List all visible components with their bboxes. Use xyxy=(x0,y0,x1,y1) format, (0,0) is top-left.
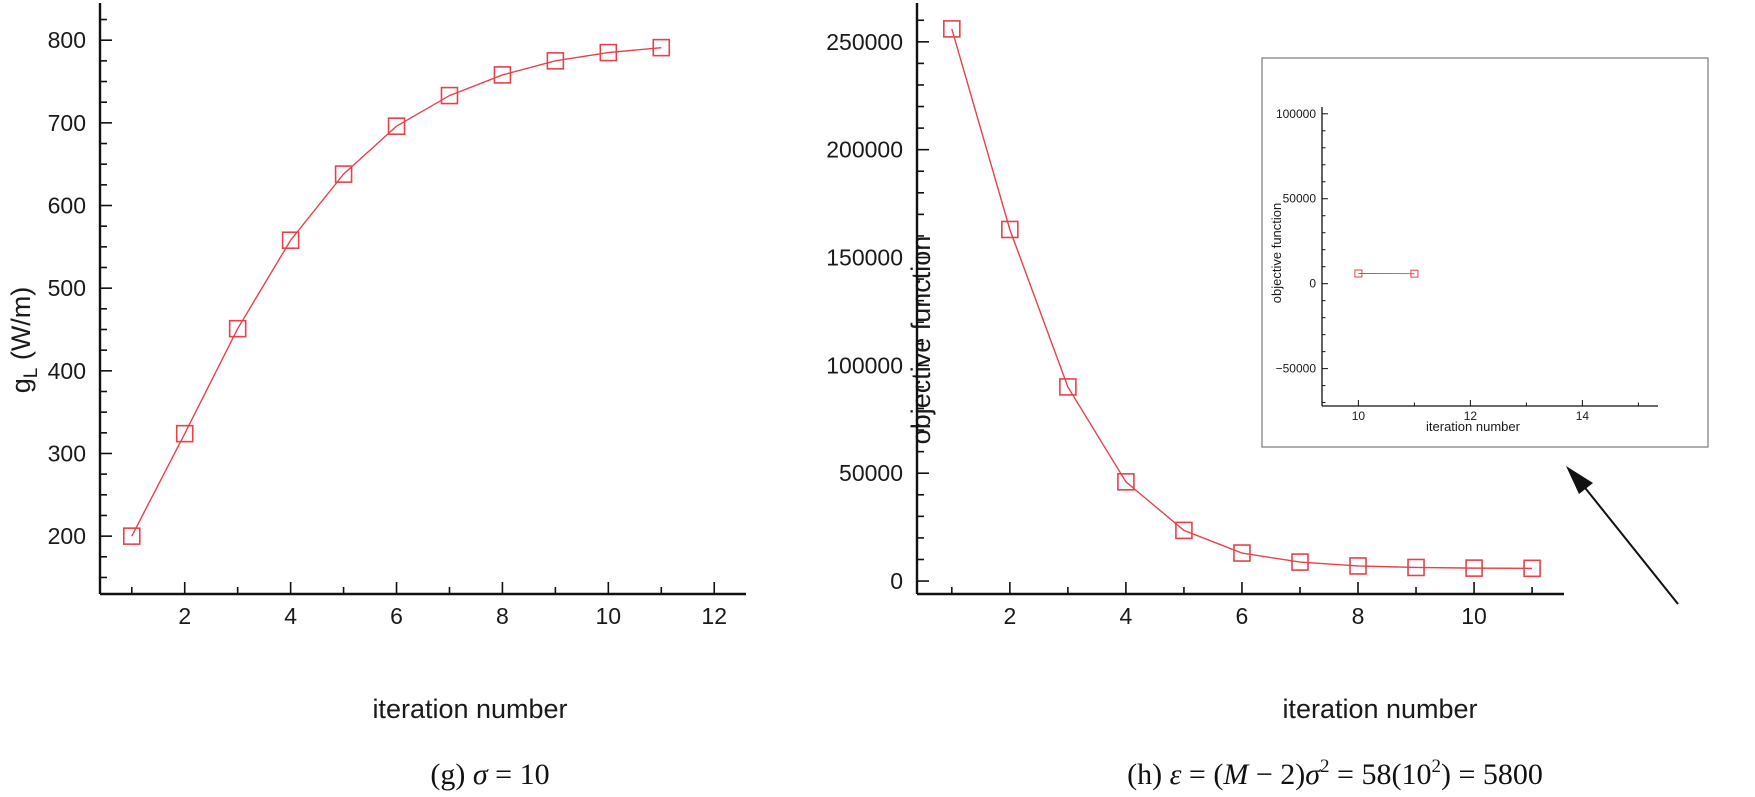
h-series-line xyxy=(951,28,1533,570)
g-x-tick-label: 6 xyxy=(390,603,403,629)
caption-part: 2 xyxy=(1431,756,1441,777)
inset-frame xyxy=(1261,57,1709,448)
g-y-tick-label: 600 xyxy=(48,193,86,219)
caption-part: = 58(10 xyxy=(1330,758,1432,791)
panel-h-chart: objective function iteration number 2 4 6 8… xyxy=(826,3,1564,724)
h-data-point xyxy=(1291,553,1309,571)
inset-y-tick-label: 0 xyxy=(1309,277,1316,291)
caption-part: − 2) xyxy=(1248,758,1305,791)
g-y-tick-label: 400 xyxy=(48,358,86,384)
g-y-tick-label: 500 xyxy=(48,275,86,301)
inset-y-tick-label: −50000 xyxy=(1276,362,1317,376)
g-data-point xyxy=(546,52,565,70)
h-x-tick-label: 8 xyxy=(1352,603,1365,629)
g-data-point xyxy=(440,86,459,105)
g-data-point xyxy=(122,527,141,545)
g-y-tick-label: 300 xyxy=(48,440,86,466)
g-y-axis-title: gL (W/m) xyxy=(6,287,42,394)
h-y-tick-label: 100000 xyxy=(826,352,903,378)
h-y-tick-label: 250000 xyxy=(826,29,903,55)
zoom-arrow-shaft xyxy=(1581,483,1679,605)
h-y-tick-label: 150000 xyxy=(826,245,903,271)
h-y-tick-label: 50000 xyxy=(839,460,903,486)
g-data-point xyxy=(281,231,300,250)
h-data-point xyxy=(1523,559,1541,578)
inset-data-point xyxy=(1354,269,1363,278)
h-data-point xyxy=(1001,220,1019,239)
inset-x-axis-title: iteration number xyxy=(1426,419,1521,434)
zoom-arrow xyxy=(1566,466,1679,605)
h-x-tick-label: 6 xyxy=(1236,603,1249,629)
h-data-point xyxy=(1465,559,1483,577)
h-data-point xyxy=(943,20,961,38)
panel-g-chart: gL (W/m) iteration number 2 4 6 8 10 12 200 300… xyxy=(6,3,746,724)
caption-part: = 10 xyxy=(488,758,550,791)
inset-data-point xyxy=(1410,269,1419,278)
panel-h-caption: (h) ε = (M − 2)σ2 = 58(102) = 5800 xyxy=(1127,756,1543,791)
zoom-arrow-head xyxy=(1566,466,1593,494)
caption-part: = ( xyxy=(1181,758,1223,791)
g-x-tick-label: 10 xyxy=(596,603,622,629)
h-y-tick-label: 200000 xyxy=(826,137,903,163)
h-data-point xyxy=(1059,378,1077,396)
h-y-tick-label: 0 xyxy=(890,568,903,594)
inset-chart: objective function iteration number 10 12… xyxy=(1261,57,1709,448)
caption-tag: (h) xyxy=(1127,758,1169,791)
g-y-tick-label: 800 xyxy=(48,27,86,53)
caption-part: σ xyxy=(473,758,489,791)
inset-y-tick-label: 100000 xyxy=(1276,107,1316,121)
g-data-point xyxy=(599,43,618,62)
caption-part: σ xyxy=(1305,758,1321,791)
g-data-point xyxy=(334,165,353,183)
g-x-tick-label: 2 xyxy=(178,603,191,629)
inset-x-tick-label: 12 xyxy=(1464,409,1478,423)
panel-g-caption: (g) σ = 10 xyxy=(430,758,549,791)
g-data-point xyxy=(175,424,194,443)
h-x-tick-label: 4 xyxy=(1119,603,1132,629)
h-x-tick-label: 10 xyxy=(1461,603,1487,629)
inset-y-axis-title: objective function xyxy=(1269,203,1284,303)
g-y-tick-label: 700 xyxy=(48,110,86,136)
g-series-line xyxy=(131,46,662,537)
caption-part: ) = 5800 xyxy=(1441,758,1543,791)
h-data-point xyxy=(1349,557,1367,575)
g-x-tick-label: 12 xyxy=(701,603,727,629)
caption-part: 2 xyxy=(1320,756,1330,777)
g-y-tick-label: 200 xyxy=(48,523,86,549)
h-x-axis-title: iteration number xyxy=(1282,694,1477,724)
caption-part: M xyxy=(1222,758,1250,791)
h-data-point xyxy=(1175,521,1193,540)
inset-y-tick-label: 50000 xyxy=(1283,192,1317,206)
g-x-tick-label: 8 xyxy=(496,603,509,629)
h-data-point xyxy=(1407,558,1425,577)
h-x-tick-label: 2 xyxy=(1003,603,1016,629)
inset-x-tick-label: 10 xyxy=(1352,409,1366,423)
h-data-point xyxy=(1233,544,1251,562)
inset-x-tick-label: 14 xyxy=(1576,409,1590,423)
g-data-point xyxy=(652,38,671,57)
h-data-point xyxy=(1117,473,1135,491)
h-y-axis-title: objective function xyxy=(906,236,936,445)
g-x-tick-label: 4 xyxy=(284,603,297,629)
g-data-point xyxy=(493,66,512,84)
caption-tag: (g) xyxy=(430,758,472,791)
g-x-axis-title: iteration number xyxy=(372,694,567,724)
g-data-point xyxy=(228,319,247,338)
caption-part: ε xyxy=(1170,758,1182,791)
g-data-point xyxy=(387,117,406,135)
